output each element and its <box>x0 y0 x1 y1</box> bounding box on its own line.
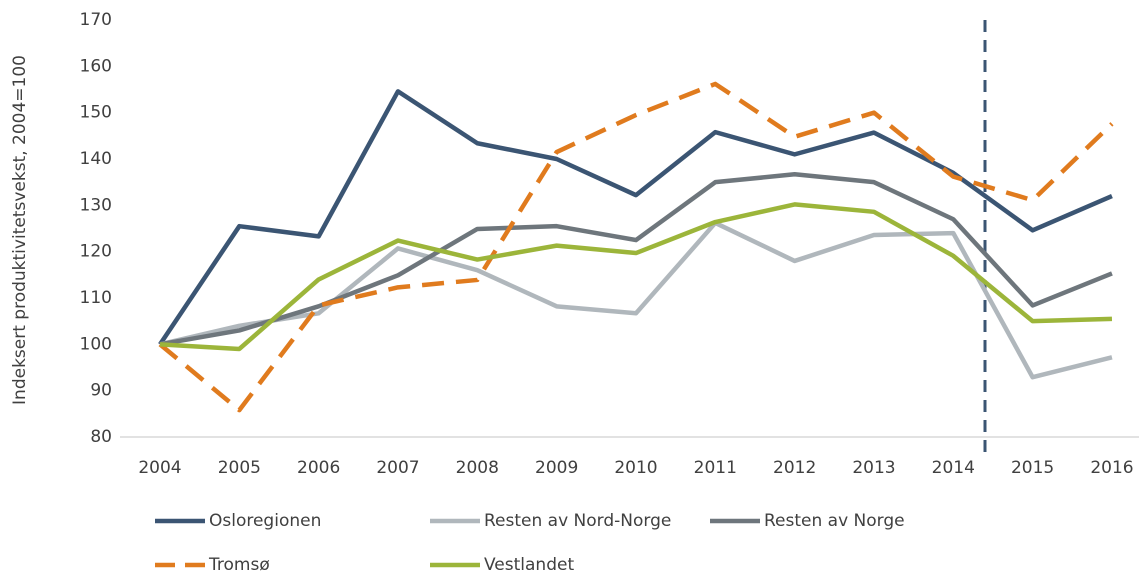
y-tick-label: 160 <box>80 56 112 76</box>
y-axis-label: Indeksert produktivitetsvekst, 2004=100 <box>10 55 30 405</box>
y-tick-label: 130 <box>80 195 112 215</box>
x-tick-label: 2015 <box>1011 458 1054 478</box>
legend-label: Resten av Norge <box>764 511 905 531</box>
y-tick-label: 170 <box>80 10 112 30</box>
x-tick-label: 2010 <box>614 458 657 478</box>
x-tick-label: 2007 <box>376 458 419 478</box>
y-tick-label: 140 <box>80 149 112 169</box>
x-tick-label: 2013 <box>852 458 895 478</box>
y-tick-label: 120 <box>80 242 112 262</box>
series-line <box>159 202 1113 352</box>
series-line <box>159 172 1113 347</box>
x-tick-label: 2005 <box>218 458 261 478</box>
y-tick-label: 150 <box>80 103 112 123</box>
x-tick-label: 2004 <box>138 458 181 478</box>
legend-label: Vestlandet <box>484 555 574 575</box>
legend-label: Resten av Nord-Norge <box>484 511 671 531</box>
y-tick-label: 90 <box>90 381 112 401</box>
x-tick-label: 2008 <box>456 458 499 478</box>
x-tick-label: 2012 <box>773 458 816 478</box>
y-tick-label: 110 <box>80 288 112 308</box>
y-tick-label: 80 <box>90 427 112 447</box>
x-tick-label: 2014 <box>932 458 975 478</box>
legend-label: Osloregionen <box>209 511 321 531</box>
series-line <box>158 81 1114 413</box>
legend-label: Tromsø <box>208 555 270 575</box>
x-tick-label: 2011 <box>694 458 737 478</box>
series-line <box>159 220 1113 380</box>
y-tick-label: 100 <box>80 334 112 354</box>
series-line <box>158 89 1113 346</box>
x-tick-label: 2016 <box>1090 458 1133 478</box>
x-tick-label: 2009 <box>535 458 578 478</box>
x-tick-label: 2006 <box>297 458 340 478</box>
